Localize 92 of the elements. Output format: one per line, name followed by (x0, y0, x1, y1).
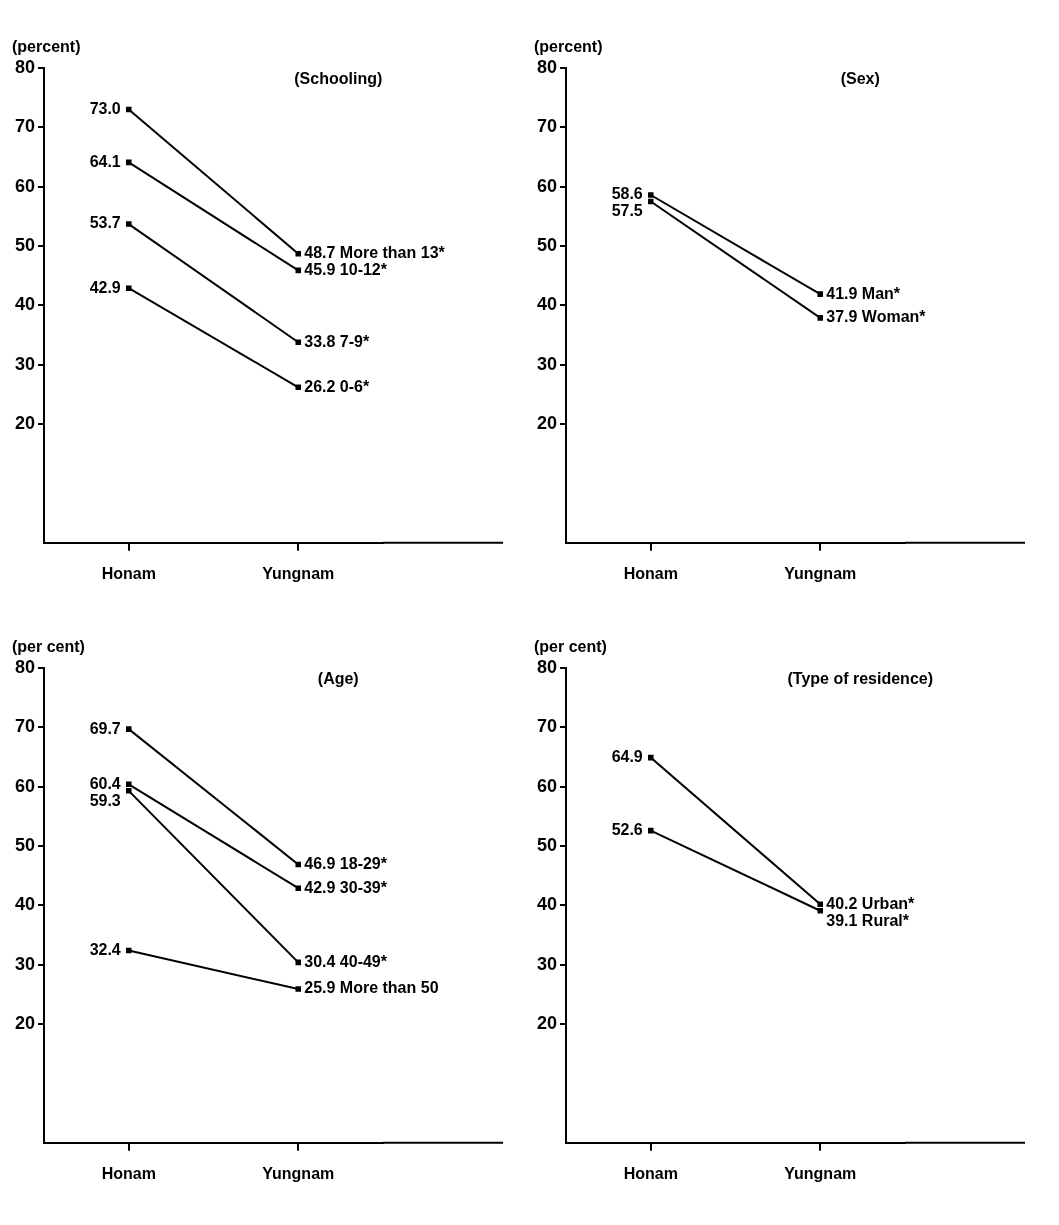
point (126, 947, 132, 954)
y-tick-label: 80 (536, 656, 558, 677)
data-label: 32.4 (89, 940, 121, 958)
text: 40.2 Urban* (826, 894, 915, 912)
point (126, 285, 132, 291)
y-tick-label: 70 (14, 116, 36, 137)
y-tick-label: 70 (14, 716, 36, 737)
text: 33.8 7-9* (304, 332, 370, 350)
point (295, 384, 302, 391)
point (295, 251, 302, 257)
point (295, 885, 302, 891)
y-tick-label: 70 (536, 716, 558, 737)
point (126, 106, 132, 113)
point (126, 788, 132, 794)
data-label: 69.7 (89, 719, 121, 737)
point (817, 291, 824, 297)
text: 39.1 Rural* (826, 911, 909, 929)
x-tick-label: Yungnam (262, 1164, 335, 1182)
y-tick-label: 60 (536, 775, 558, 796)
data-label: 42.9 (89, 278, 121, 296)
point (295, 986, 302, 992)
y-tick-label: 20 (14, 413, 36, 434)
point (295, 267, 302, 274)
y-tick-label: 30 (14, 953, 36, 974)
y-tick-label: 50 (536, 235, 558, 256)
y-tick-label: 40 (536, 894, 558, 915)
y-tick-label: 80 (14, 56, 36, 77)
y-tick-label: 20 (14, 1013, 36, 1034)
point (126, 726, 132, 732)
text: 41.9 Man* (826, 284, 901, 302)
y-tick-label: 30 (14, 353, 36, 374)
x-tick-label: Honam (101, 564, 156, 582)
x-tick-label: Honam (623, 564, 678, 582)
point (648, 827, 654, 834)
point (126, 221, 132, 227)
text: 30.4 40-49* (304, 952, 387, 970)
y-tick-label: 40 (14, 894, 36, 915)
y-axis-title: (per cent) (12, 638, 85, 656)
data-label: 64.9 (611, 748, 643, 766)
x-tick-label: Yungnam (784, 564, 857, 582)
chart-title: (Schooling) (294, 70, 383, 88)
data-label: 59.3 (89, 791, 121, 809)
y-tick-label: 70 (536, 116, 558, 137)
point (648, 754, 654, 761)
y-tick-label: 40 (536, 294, 558, 315)
text: 45.9 10-12* (304, 261, 387, 279)
point (126, 781, 132, 788)
y-tick-label: 30 (536, 953, 558, 974)
point (648, 192, 654, 198)
point (817, 907, 824, 914)
text: 26.2 0-6* (304, 377, 370, 395)
data-label: 52.6 (611, 821, 643, 839)
data-label: 64.1 (89, 152, 121, 170)
chart-title: (Sex) (840, 70, 880, 88)
y-tick-label: 60 (14, 775, 36, 796)
text: 42.9 30-39* (304, 878, 387, 896)
point (295, 861, 302, 868)
point (295, 959, 302, 966)
x-tick-label: Yungnam (262, 564, 335, 582)
point (126, 159, 132, 166)
y-tick-label: 50 (14, 235, 36, 256)
x-tick-label: Yungnam (784, 1164, 857, 1182)
chart-title: (Age) (317, 670, 359, 688)
x-tick-label: Honam (623, 1164, 678, 1182)
data-label: 58.6 (611, 185, 643, 203)
data-label: 60.4 (89, 774, 121, 792)
y-tick-label: 30 (536, 353, 558, 374)
text: 48.7 More than 13* (304, 244, 445, 262)
text: 37.9 Woman* (826, 308, 926, 326)
y-tick-label: 50 (14, 835, 36, 856)
y-tick-label: 60 (14, 175, 36, 196)
data-label: 53.7 (89, 214, 121, 232)
y-tick-label: 80 (14, 656, 36, 677)
y-axis-title: (per cent) (534, 638, 607, 656)
y-tick-label: 20 (536, 413, 558, 434)
point (817, 315, 824, 321)
chart-title: (Type of residence) (787, 670, 934, 688)
y-tick-label: 80 (536, 56, 558, 77)
y-axis-title: (percent) (534, 38, 603, 56)
y-tick-label: 40 (14, 294, 36, 315)
data-label: 57.5 (611, 202, 643, 220)
point (817, 901, 824, 907)
y-tick-label: 50 (536, 835, 558, 856)
point (648, 198, 654, 205)
x-tick-label: Honam (101, 1164, 156, 1182)
y-tick-label: 20 (536, 1013, 558, 1034)
data-label: 73.0 (89, 99, 121, 117)
y-tick-label: 60 (536, 175, 558, 196)
text: 25.9 More than 50 (304, 979, 439, 997)
text: 46.9 18-29* (304, 854, 387, 872)
y-axis-title: (percent) (12, 38, 81, 56)
point (295, 339, 302, 345)
